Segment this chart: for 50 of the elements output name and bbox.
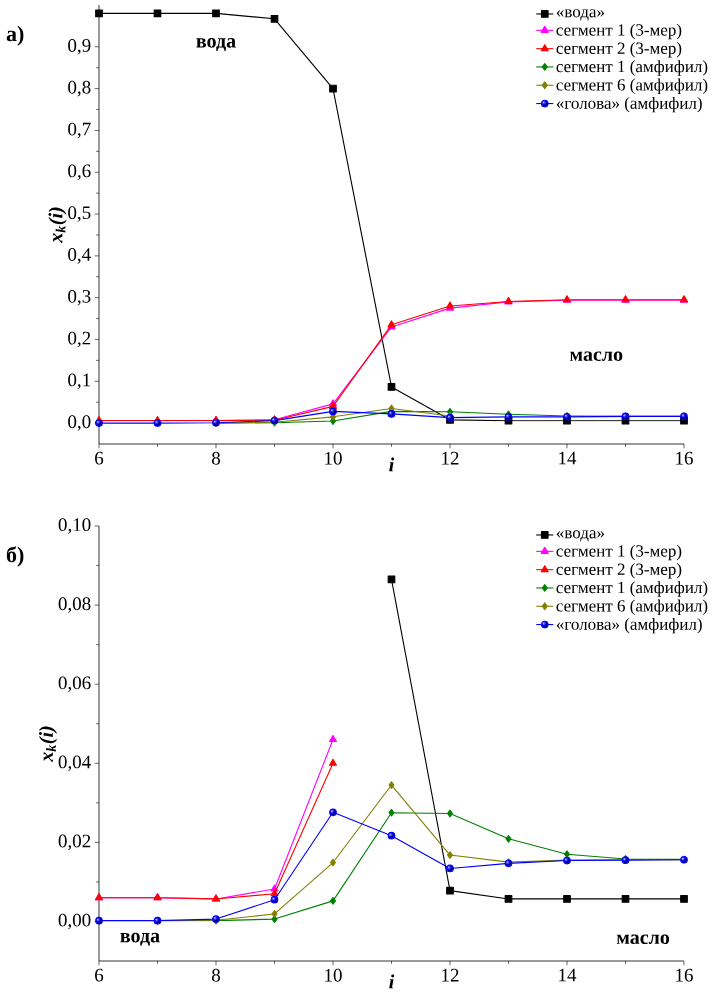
legend-label: сегмент 1 (амфифил) — [556, 581, 708, 597]
y-tick-label: 0,00 — [58, 913, 91, 930]
x-tick-label: 14 — [559, 451, 577, 465]
y-tick-label: 0,02 — [58, 834, 91, 851]
x-tick-label: 16 — [676, 451, 693, 465]
y-axis-title: x$_{k}$(i) — [48, 207, 67, 243]
legend-label: сегмент 1 (3-мер) — [556, 544, 682, 561]
y-tick-label: 0,1 — [68, 373, 91, 390]
x-axis-title: i — [389, 457, 395, 472]
annotation: масло — [570, 351, 623, 362]
x-tick-label: 10 — [325, 451, 342, 465]
legend-label: сегмент 2 (3-мер) — [556, 42, 682, 58]
legend-label: «голова» (амфифил) — [556, 96, 702, 113]
legend-label: сегмент 1 (3-мер) — [556, 23, 682, 40]
annotation: вода — [120, 932, 160, 946]
y-tick-label: 0,5 — [68, 206, 91, 222]
text: а) — [6, 25, 24, 46]
x-tick-label: 8 — [211, 968, 221, 982]
x-tick-label: 14 — [559, 968, 577, 982]
x-tick-label: 8 — [211, 451, 221, 465]
y-tick-label: 0,4 — [68, 248, 91, 264]
annotation: вода — [196, 38, 236, 51]
y-tick-label: 0,7 — [68, 122, 91, 139]
legend-label: сегмент 6 (амфифил) — [556, 78, 708, 95]
text: б) — [6, 546, 24, 567]
y-tick-label: 0,9 — [68, 39, 91, 55]
legend-label: «вода» — [556, 530, 604, 542]
x-tick-label: 6 — [95, 968, 104, 982]
y-tick-label: 0,08 — [58, 597, 91, 613]
x-tick-label: 12 — [442, 451, 459, 465]
y-tick-label: 0,04 — [58, 755, 91, 772]
legend-label: сегмент 2 (3-мер) — [556, 563, 682, 579]
legend-label: сегмент 1 (амфифил) — [556, 60, 708, 76]
y-tick-label: 0,10 — [58, 518, 91, 534]
x-tick-label: 10 — [325, 968, 342, 982]
x-tick-label: 16 — [676, 968, 693, 982]
y-tick-label: 0,2 — [68, 331, 91, 348]
x-axis-title: i — [389, 974, 395, 989]
annotation: масло — [616, 934, 670, 945]
y-tick-label: 0,06 — [58, 676, 91, 692]
x-tick-label: 12 — [442, 968, 459, 982]
legend-label: «вода» — [556, 9, 604, 21]
legend-label: «голова» (амфифил) — [556, 617, 702, 634]
y-tick-label: 0,8 — [68, 80, 91, 97]
y-tick-label: 0,0 — [68, 415, 91, 431]
y-axis-title: x$_{k}$(i) — [38, 726, 58, 762]
legend-label: сегмент 6 (амфифил) — [556, 599, 708, 616]
x-tick-label: 6 — [95, 451, 104, 465]
y-tick-label: 0,3 — [68, 289, 91, 306]
y-tick-label: 0,6 — [68, 164, 91, 181]
